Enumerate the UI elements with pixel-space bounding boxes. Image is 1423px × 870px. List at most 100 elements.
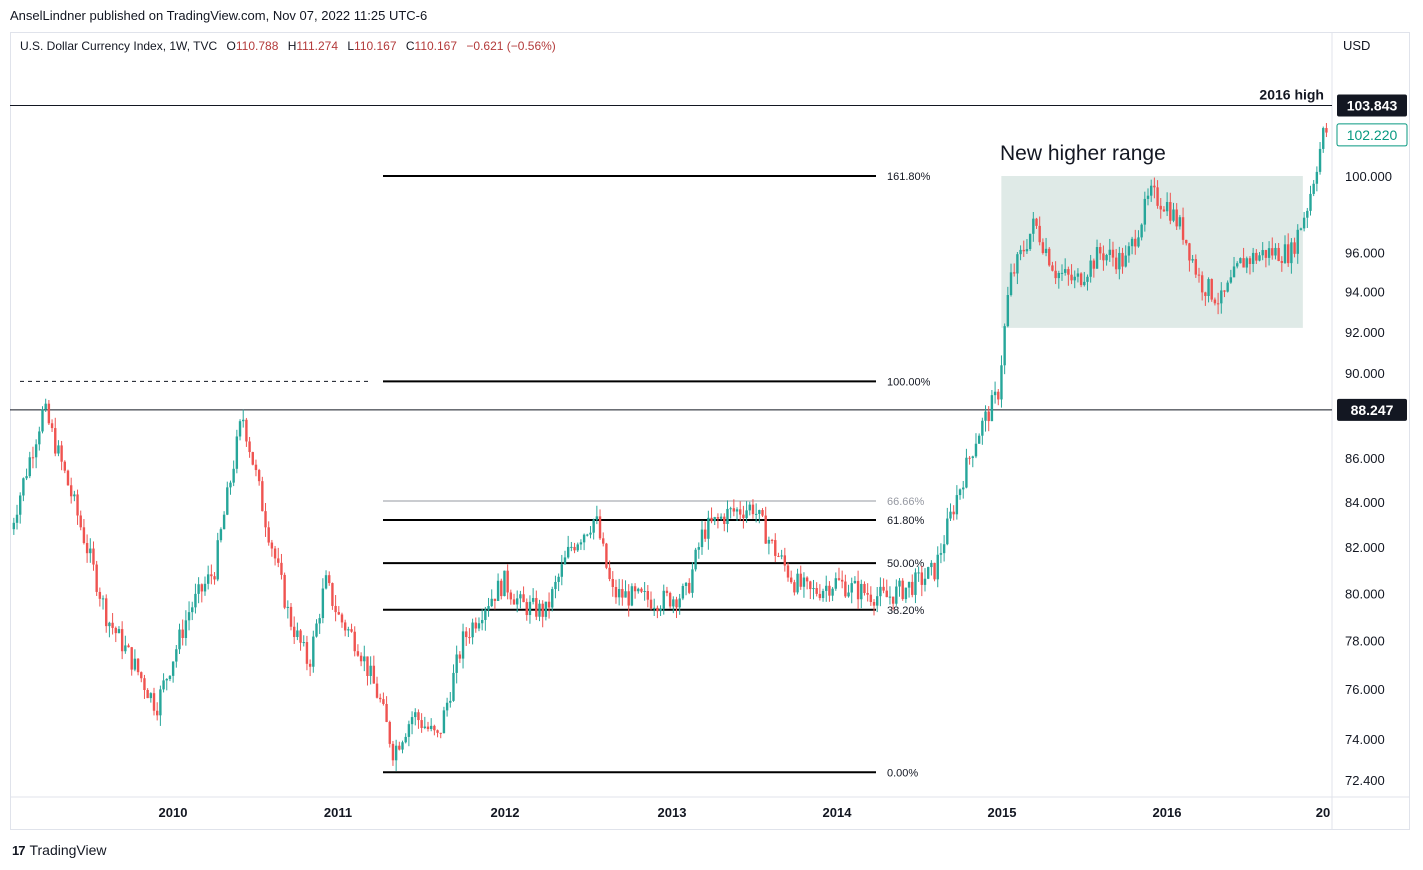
candle-body <box>375 683 379 698</box>
x-tick-label-4: 2014 <box>823 805 853 820</box>
candle-body <box>723 516 726 524</box>
candle-body <box>493 598 497 601</box>
candle-body <box>398 745 401 750</box>
candle-body <box>471 622 474 638</box>
candle-body <box>82 527 86 543</box>
candle-body <box>866 593 869 595</box>
candle-body <box>911 581 914 595</box>
candle-body <box>1318 148 1322 172</box>
candle-body <box>898 580 901 587</box>
candle-body <box>468 637 471 639</box>
candle-body <box>474 622 477 629</box>
candle-body <box>1086 276 1089 282</box>
candle-body <box>815 588 818 594</box>
candle-body <box>926 567 930 579</box>
candle-body <box>1286 244 1290 264</box>
candle-body <box>761 510 764 516</box>
candle-body <box>952 511 955 515</box>
candle-body <box>535 598 538 617</box>
candle-body <box>232 468 235 483</box>
candle-body <box>853 580 857 584</box>
candle-body <box>359 655 363 662</box>
candle-body <box>146 690 149 699</box>
candle-body <box>831 588 834 596</box>
candle-body <box>222 514 226 530</box>
candle-body <box>229 482 232 488</box>
candle-body <box>739 509 742 515</box>
candle-body <box>1309 193 1312 211</box>
candle-body <box>439 732 442 734</box>
candle-body <box>707 517 710 539</box>
candle-body <box>869 594 873 602</box>
candle-body <box>315 623 318 637</box>
candle-body <box>449 700 452 703</box>
y-tick-label-7: 86.000 <box>1345 451 1385 466</box>
candle-body <box>340 614 344 623</box>
candle-body <box>270 542 274 549</box>
candle-body <box>426 726 430 729</box>
candle-body <box>735 509 739 512</box>
candle-body <box>136 658 140 673</box>
candle-body <box>124 645 127 652</box>
tradingview-logo-icon: ⁠17 <box>12 842 26 858</box>
y-tick-label-5: 82.000 <box>1345 540 1385 555</box>
chart-frame <box>10 32 1410 830</box>
candle-body <box>372 665 376 684</box>
candle-body <box>681 585 685 599</box>
candle-body <box>286 606 290 608</box>
candle-body <box>1130 238 1134 247</box>
candle-body <box>1076 273 1080 277</box>
candle-body <box>860 583 863 600</box>
candle-body <box>391 743 395 761</box>
candle-body <box>633 586 637 592</box>
candle-body <box>206 574 210 584</box>
symbol-name[interactable]: U.S. Dollar Currency Index, 1W, TVC <box>20 39 218 53</box>
candle-body <box>111 622 114 628</box>
candle-body <box>1009 272 1013 296</box>
candle-body <box>226 487 229 515</box>
candle-body <box>840 579 844 582</box>
candle-body <box>570 546 573 548</box>
candle-body <box>566 546 570 558</box>
candle-body <box>1143 198 1147 225</box>
candle-body <box>719 516 723 519</box>
candle-body <box>1236 263 1239 267</box>
candle-body <box>184 620 188 638</box>
candle-body <box>1032 218 1035 234</box>
candle-body <box>117 629 121 634</box>
high-value: 111.274 <box>296 39 338 53</box>
candle-body <box>484 609 487 620</box>
candle-body <box>1140 224 1143 238</box>
candle-body <box>388 721 391 744</box>
candle-body <box>1296 229 1299 254</box>
candle-body <box>907 581 911 588</box>
candle-body <box>1178 217 1182 227</box>
candle-body <box>777 555 780 557</box>
candle-body <box>930 562 933 568</box>
candle-body <box>962 487 965 490</box>
low-label: L <box>347 39 355 53</box>
candle-body <box>480 619 484 624</box>
candle-body <box>130 647 133 670</box>
candle-body <box>114 627 117 634</box>
candle-body <box>254 464 258 471</box>
footer-brand[interactable]: ⁠17 TradingView <box>12 842 107 858</box>
candle-body <box>1156 187 1159 206</box>
candle-body <box>41 409 44 432</box>
candle-body <box>350 629 353 632</box>
candle-body <box>353 631 356 652</box>
candle-body <box>38 431 41 445</box>
y-tick-label-3: 78.000 <box>1345 634 1385 649</box>
candle-body <box>1261 250 1264 256</box>
candle-body <box>417 712 420 721</box>
candle-body <box>277 558 280 563</box>
candle-body <box>990 395 994 422</box>
candle-body <box>767 539 771 544</box>
candle-body <box>181 629 184 638</box>
y-tick-label-2: 76.000 <box>1345 682 1385 697</box>
price-label-2: 88.247 <box>1351 402 1394 418</box>
candle-body <box>1223 290 1226 292</box>
candle-body <box>729 508 732 510</box>
candle-body <box>1067 269 1070 275</box>
